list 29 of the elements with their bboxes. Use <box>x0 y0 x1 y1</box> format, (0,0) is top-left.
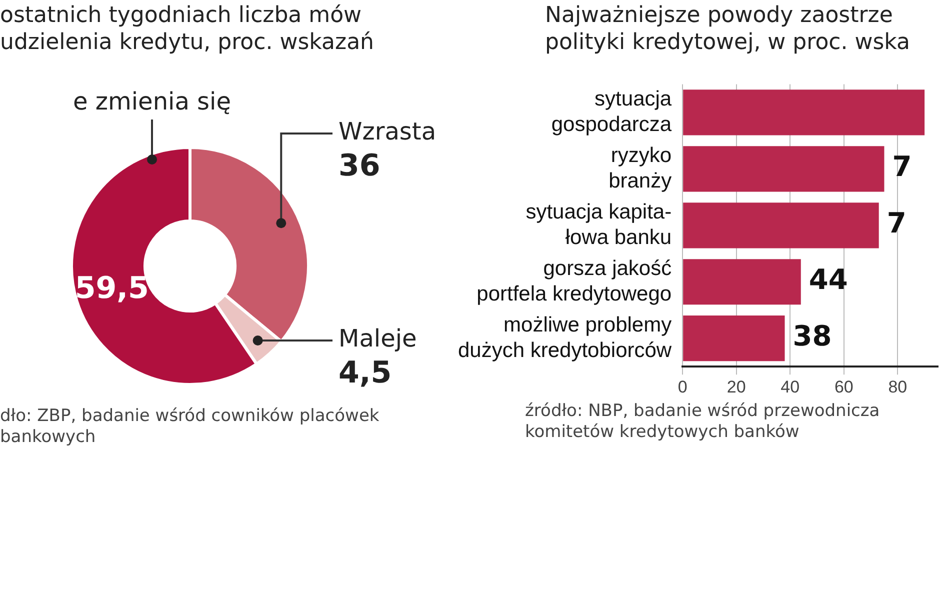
x-tick-label: 40 <box>780 377 800 396</box>
bar <box>683 146 884 192</box>
chart-title: Najważniejsze powody zaostrze polityki kredytowej, w proc. wska <box>544 2 912 56</box>
annotation: 7 <box>886 206 906 240</box>
y-tick-label: sytuacja gospodarcza <box>551 88 672 136</box>
y-tick-label: sytuacja kapita- łowa banku <box>526 200 672 249</box>
x-tick-label: 0 <box>678 377 688 396</box>
slice-label: Wzrasta <box>338 118 436 146</box>
slice-label: e zmienia się <box>73 88 231 116</box>
x-tick-label: 80 <box>888 377 908 396</box>
bar <box>683 316 785 362</box>
slice-label: Maleje <box>338 324 417 353</box>
y-tick-label: gorsza jakość portfela kredytowego <box>476 257 672 306</box>
data-label: 4,5 <box>338 355 392 390</box>
x-tick-label: 20 <box>726 377 746 396</box>
y-tick-label: ryzyko branży <box>608 144 672 192</box>
text: źródło: NBP, badanie wśród przewodnicza komitetów kredytowych banków <box>524 401 881 443</box>
text: dło: ZBP, badanie wśród cowników placówek bankowych <box>0 406 380 448</box>
bar <box>683 202 879 248</box>
y-tick-label: możliwe problemy dużych kredytobiorców <box>458 314 672 362</box>
bar <box>683 90 925 136</box>
data-label: 59,5 <box>74 270 149 306</box>
data-label: 38 <box>792 320 832 353</box>
data-label: 36 <box>338 148 380 184</box>
x-tick-label: 60 <box>834 377 854 396</box>
data-label: 44 <box>808 263 848 296</box>
chart-title: ostatnich tygodniach liczba mów udzielenia kredytu, proc. wskazań <box>0 2 375 56</box>
annotation: 7 <box>892 150 912 184</box>
bar <box>683 259 801 305</box>
